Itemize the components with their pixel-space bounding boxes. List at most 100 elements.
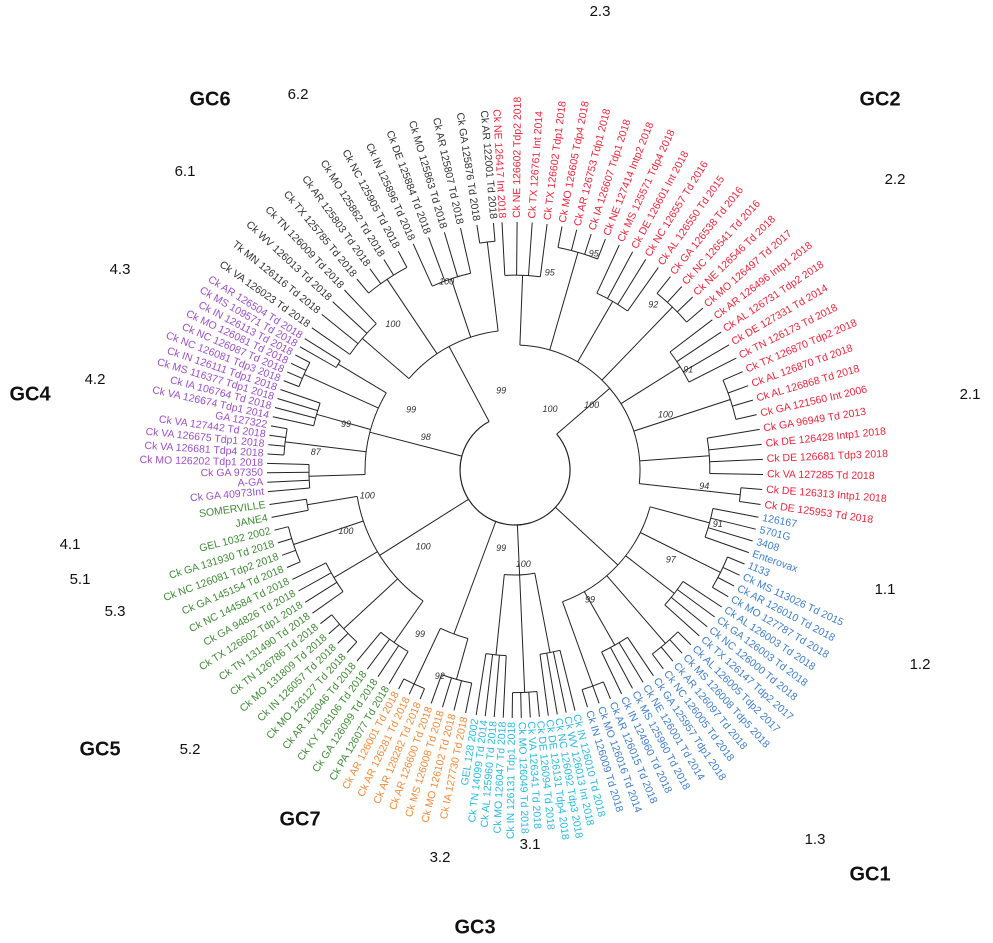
subcluster-label: 2.1 (960, 386, 981, 403)
bootstrap-value: 91 (713, 519, 723, 529)
branch (617, 259, 647, 305)
bootstrap-value: 99 (585, 594, 595, 604)
branch (453, 680, 462, 711)
branch (316, 413, 371, 430)
branch (618, 642, 644, 683)
group-label: GC1 (849, 863, 890, 885)
branch (475, 653, 487, 715)
branch (669, 319, 713, 353)
leaf-label: Ck MO 126047 Td 2018 (492, 721, 509, 833)
branch (442, 677, 452, 708)
branch (676, 331, 722, 363)
leaf-label: Ck NE 126417 Int 2018 (490, 109, 508, 219)
branch (707, 428, 760, 439)
branch (738, 487, 742, 502)
branch (369, 431, 462, 457)
branch (285, 441, 367, 453)
branch (269, 498, 307, 505)
bootstrap-value: 92 (435, 671, 445, 681)
branch (486, 242, 499, 332)
group-label: GC6 (189, 88, 230, 110)
branch (393, 600, 424, 643)
branch (493, 655, 500, 718)
branch (408, 683, 415, 695)
bootstrap-value: 92 (648, 300, 658, 310)
branch (356, 278, 369, 294)
branch (704, 508, 714, 538)
branch (682, 344, 730, 373)
branch (710, 517, 756, 530)
branch (386, 279, 438, 354)
bootstrap-value: 100 (338, 526, 353, 536)
bootstrap-value: 91 (683, 364, 693, 374)
branch (379, 498, 469, 556)
leaf-label: Ck GA 97350 (200, 467, 263, 480)
bootstrap-value: 87 (311, 447, 322, 457)
branch (397, 250, 408, 268)
branch (335, 360, 341, 368)
branch (443, 232, 459, 277)
branch (516, 524, 521, 575)
bootstrap-value: 99 (341, 419, 351, 429)
subcluster-label: 6.2 (288, 86, 309, 103)
branch (299, 346, 337, 368)
branch (620, 366, 681, 405)
branch (709, 458, 763, 463)
branch (667, 286, 683, 303)
group-label: GC4 (9, 383, 51, 405)
branch (627, 267, 659, 312)
branch (361, 338, 410, 379)
bootstrap-value: 100 (584, 400, 599, 410)
branch (562, 601, 594, 687)
branch (290, 362, 307, 371)
branch (607, 251, 634, 299)
branch (581, 681, 604, 691)
branch (536, 691, 540, 717)
branch (651, 653, 664, 670)
bootstrap-value: 94 (699, 481, 709, 491)
branch (602, 681, 611, 700)
branch (311, 327, 351, 355)
branch (331, 614, 358, 643)
branch (717, 577, 735, 587)
branch (332, 301, 368, 334)
subcluster-label: 3.1 (520, 836, 541, 853)
subcluster-label: 1.3 (805, 831, 826, 848)
branch (270, 425, 288, 430)
branch (627, 637, 654, 677)
subcluster-label: 3.2 (430, 849, 451, 866)
branch (639, 483, 741, 496)
branch (274, 407, 316, 419)
subcluster-label: 2.3 (590, 3, 611, 20)
branch (519, 275, 524, 346)
branch (277, 538, 292, 544)
branch (292, 562, 327, 580)
bootstrap-value: 95 (589, 248, 600, 258)
branch (287, 371, 303, 379)
branch (304, 338, 341, 362)
branch (739, 501, 761, 505)
branch (271, 509, 309, 518)
bootstrap-value: 99 (496, 386, 506, 396)
bootstrap-value: 97 (666, 554, 677, 564)
branch (298, 572, 332, 592)
branch (559, 650, 576, 711)
group-label: GC5 (79, 738, 120, 760)
leaf-label: Ck MO 126202 Tdp1 2018 (139, 454, 263, 469)
leaf-label: Ck DE 126681 Tdp3 2018 (767, 448, 889, 465)
leaf-label: A-GA (237, 476, 263, 489)
branch (740, 487, 763, 490)
bootstrap-value: 98 (421, 432, 431, 442)
branch (711, 556, 728, 588)
subcluster-label: 1.2 (910, 656, 931, 673)
branch (283, 380, 300, 388)
subcluster-label: 4.1 (60, 536, 81, 553)
branch (660, 646, 674, 662)
branch (709, 473, 764, 475)
branch (366, 638, 391, 670)
branch (441, 674, 472, 684)
branch (280, 389, 321, 404)
branch (676, 296, 694, 313)
branch (583, 591, 616, 646)
